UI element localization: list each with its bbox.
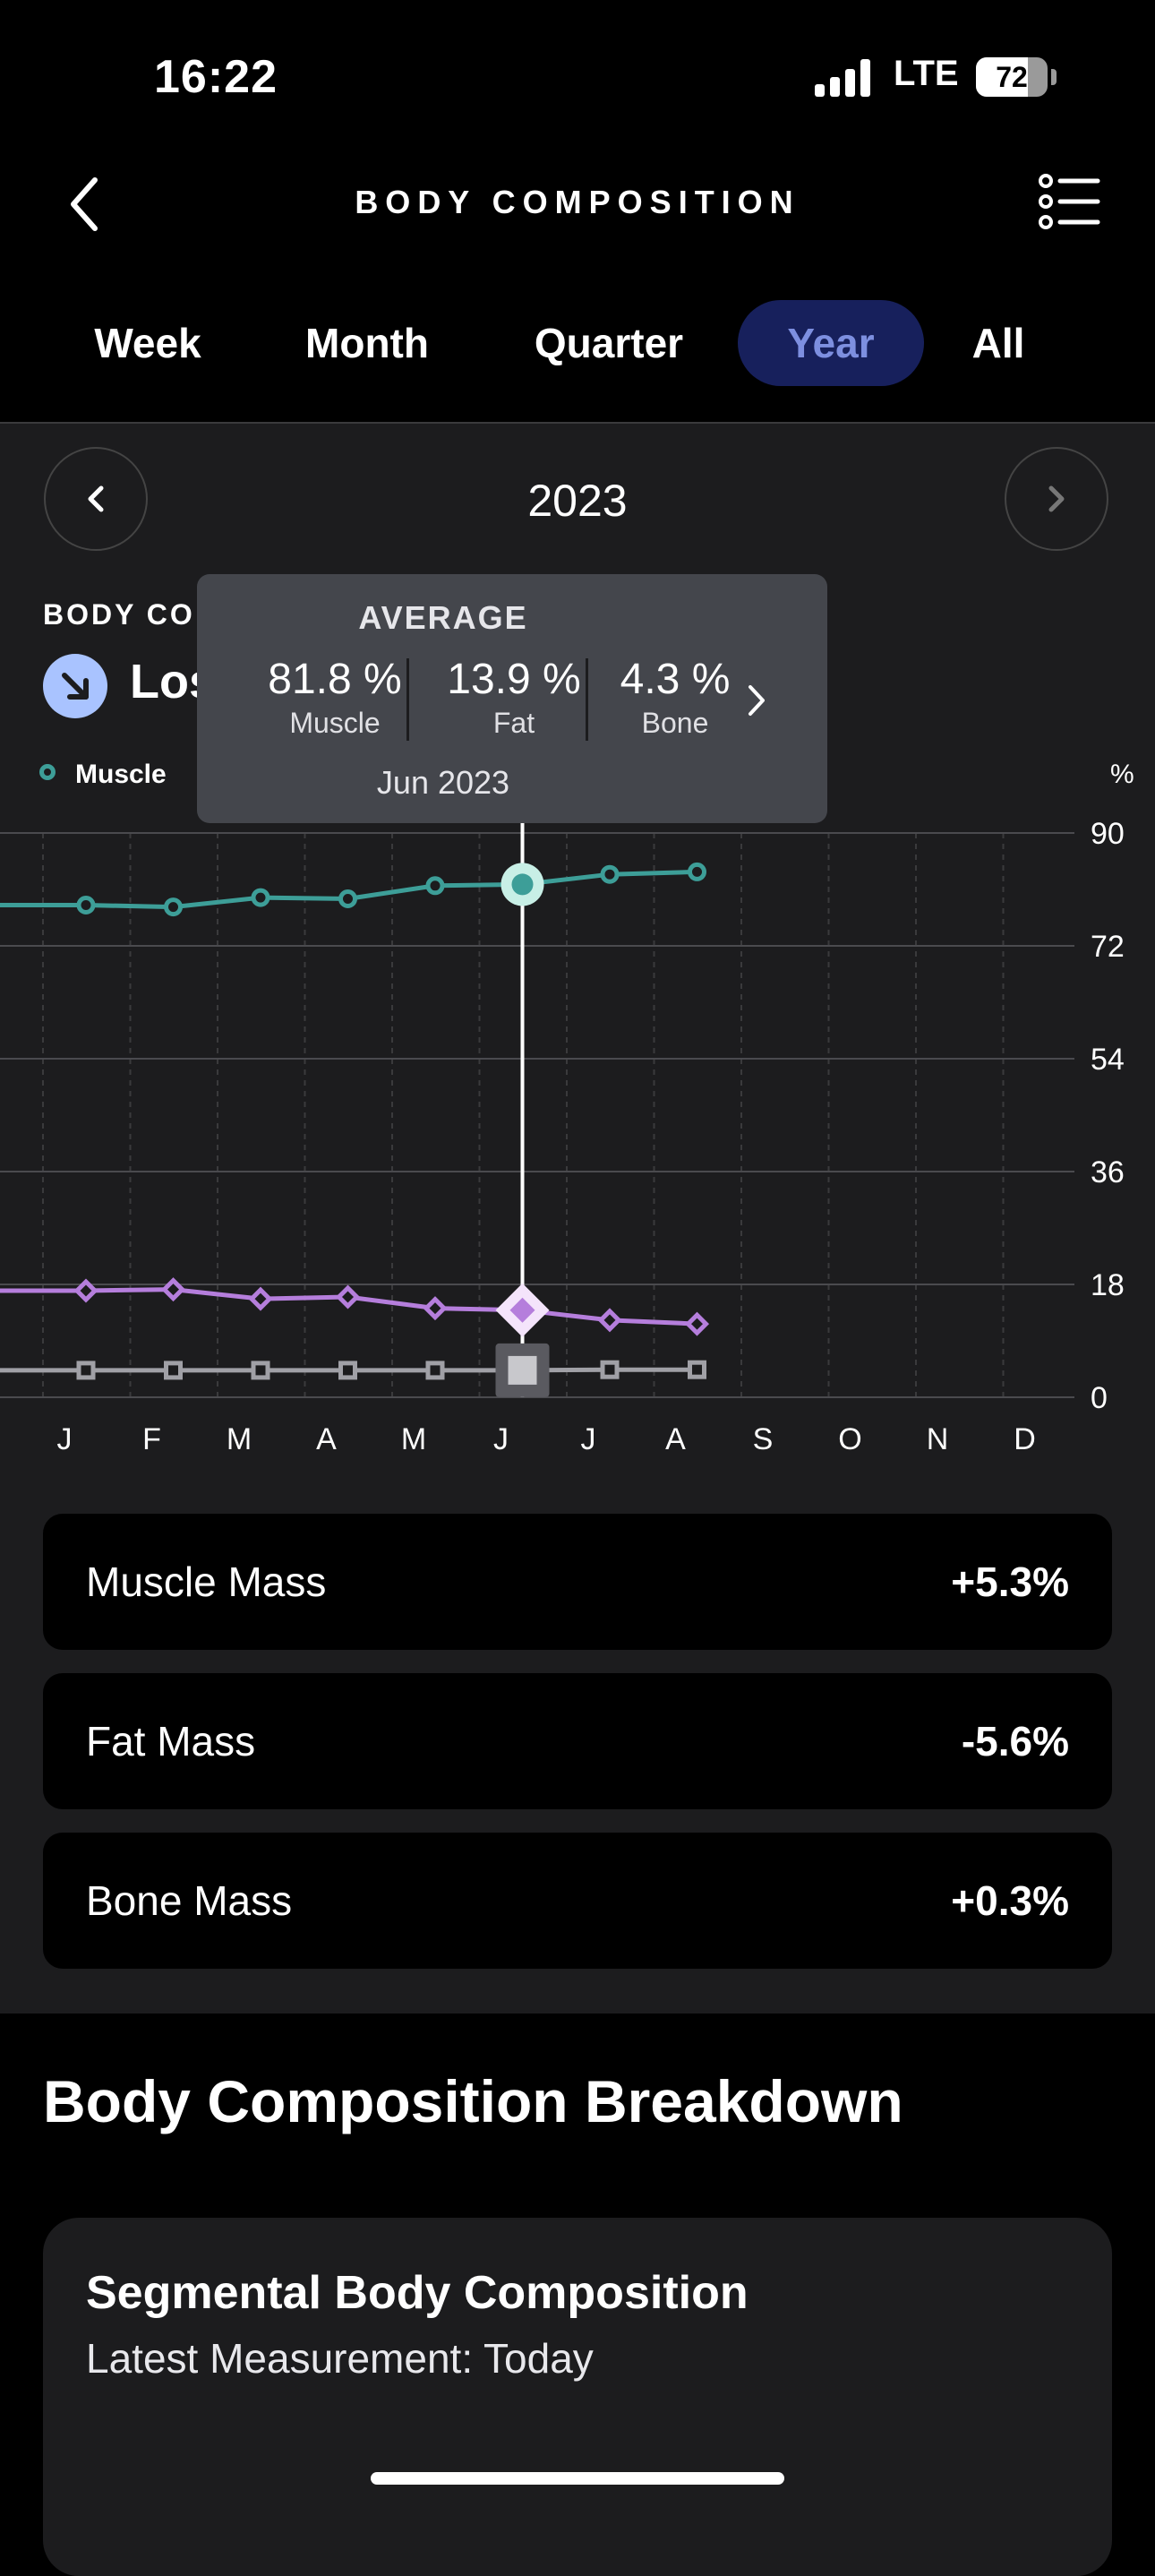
y-tick-label: 54 — [1091, 1043, 1125, 1077]
stat-label: Muscle Mass — [86, 1558, 327, 1605]
fat-point[interactable] — [509, 1297, 535, 1323]
muscle-point[interactable] — [688, 862, 706, 881]
tooltip-bone: 4.3 % Bone — [595, 655, 756, 741]
page-title: BODY COMPOSITION — [355, 184, 800, 220]
tooltip-fat-label: Fat — [492, 707, 535, 739]
muscle-legend-icon — [39, 764, 56, 780]
signal-icon — [815, 59, 872, 97]
tooltip-divider — [586, 658, 588, 741]
tooltip-muscle-label: Muscle — [289, 707, 381, 739]
stat-value: -5.6% — [961, 1718, 1069, 1765]
x-tick-label: N — [927, 1422, 949, 1451]
tab-year[interactable]: Year — [738, 300, 924, 386]
body-composition-chart[interactable]: 90 72 54 36 18 0 J F M A M J J A S O N D — [0, 806, 1155, 1451]
fat-point[interactable] — [597, 1308, 622, 1333]
x-tick-label: J — [581, 1422, 596, 1451]
tab-month[interactable]: Month — [305, 320, 429, 366]
muscle-point[interactable] — [76, 896, 96, 914]
bone-point[interactable] — [251, 1361, 270, 1380]
chevron-right-icon — [1048, 485, 1065, 512]
x-tick-label: A — [665, 1422, 686, 1451]
x-tick-label: M — [401, 1422, 426, 1451]
tooltip-muscle: 81.8 % Muscle — [245, 655, 424, 741]
trend-down-icon — [43, 654, 107, 718]
tooltip-bone-label: Bone — [641, 707, 709, 739]
fat-point[interactable] — [73, 1278, 98, 1303]
tab-all[interactable]: All — [971, 320, 1025, 366]
battery-tip — [1051, 69, 1057, 85]
x-tick-label: M — [227, 1422, 252, 1451]
stat-label: Fat Mass — [86, 1718, 256, 1765]
summary-label: BODY CO — [43, 598, 195, 631]
tooltip-muscle-value: 81.8 % — [268, 656, 402, 703]
x-tick-label: O — [838, 1422, 861, 1451]
bone-point[interactable] — [508, 1355, 537, 1385]
section-title: Body Composition Breakdown — [43, 2068, 903, 2134]
y-tick-label: 72 — [1091, 930, 1125, 964]
battery-fill — [976, 57, 1028, 97]
tab-quarter[interactable]: Quarter — [534, 320, 684, 366]
tooltip-fat-value: 13.9 % — [447, 656, 581, 703]
muscle-point[interactable] — [164, 897, 183, 917]
x-tick-label: A — [316, 1422, 337, 1451]
bone-point[interactable] — [164, 1361, 183, 1380]
bone-point[interactable] — [338, 1361, 357, 1380]
tooltip-bone-value: 4.3 % — [620, 656, 731, 703]
y-tick-label: 0 — [1091, 1381, 1108, 1415]
x-tick-label: S — [753, 1422, 774, 1451]
fat-mass-card[interactable]: Fat Mass -5.6% — [43, 1673, 1112, 1809]
x-tick-label: J — [493, 1422, 509, 1451]
axis-unit: % — [1110, 760, 1134, 789]
stat-value: +0.3% — [951, 1877, 1069, 1924]
fat-point[interactable] — [335, 1284, 361, 1309]
fat-point[interactable] — [248, 1286, 273, 1311]
legend-muscle: Muscle — [75, 760, 167, 789]
muscle-mass-card[interactable]: Muscle Mass +5.3% — [43, 1514, 1112, 1650]
muscle-point[interactable] — [338, 889, 357, 908]
home-indicator — [371, 2472, 784, 2485]
average-tooltip[interactable]: AVERAGE 81.8 % Muscle 13.9 % Fat 4.3 % B… — [197, 574, 827, 823]
tooltip-fat: 13.9 % Fat — [424, 655, 603, 741]
y-tick-label: 18 — [1091, 1268, 1125, 1302]
bone-point[interactable] — [600, 1360, 620, 1379]
muscle-point[interactable] — [251, 888, 270, 907]
x-tick-label: F — [142, 1422, 161, 1451]
next-period-button[interactable] — [1005, 447, 1108, 551]
x-tick-label: J — [57, 1422, 73, 1451]
tooltip-title: AVERAGE — [358, 599, 528, 636]
period-tabs: Week Month Quarter Year All — [0, 300, 1155, 386]
tooltip-divider — [406, 658, 409, 741]
bone-mass-card[interactable]: Bone Mass +0.3% — [43, 1833, 1112, 1969]
battery-icon: 72 — [976, 57, 1048, 97]
bone-point[interactable] — [425, 1361, 445, 1380]
chevron-right-icon[interactable] — [743, 680, 770, 721]
fat-point[interactable] — [684, 1311, 710, 1336]
status-time: 16:22 — [154, 51, 278, 103]
fat-point[interactable] — [423, 1296, 448, 1321]
fat-point[interactable] — [160, 1277, 186, 1302]
tooltip-date: Jun 2023 — [376, 764, 510, 801]
muscle-point[interactable] — [511, 873, 534, 896]
bone-point[interactable] — [76, 1361, 96, 1380]
period-label: 2023 — [527, 476, 628, 526]
back-chevron-icon[interactable] — [63, 175, 113, 234]
segmental-card[interactable]: Segmental Body Composition Latest Measur… — [43, 2218, 1112, 2576]
battery-level: 72 — [996, 61, 1028, 93]
tab-week[interactable]: Week — [94, 320, 201, 366]
segmental-title: Segmental Body Composition — [86, 2267, 749, 2319]
stat-label: Bone Mass — [86, 1877, 293, 1924]
muscle-point[interactable] — [600, 864, 620, 884]
stat-value: +5.3% — [951, 1558, 1069, 1605]
y-tick-label: 36 — [1091, 1155, 1125, 1189]
segmental-subtitle: Latest Measurement: Today — [86, 2335, 594, 2382]
chevron-left-icon — [88, 485, 104, 512]
x-tick-label: D — [1014, 1422, 1036, 1451]
network-label: LTE — [894, 54, 959, 93]
list-menu-icon[interactable] — [1039, 172, 1101, 231]
bone-point[interactable] — [688, 1360, 706, 1379]
y-tick-label: 90 — [1091, 817, 1125, 851]
previous-period-button[interactable] — [44, 447, 148, 551]
muscle-point[interactable] — [425, 876, 445, 896]
